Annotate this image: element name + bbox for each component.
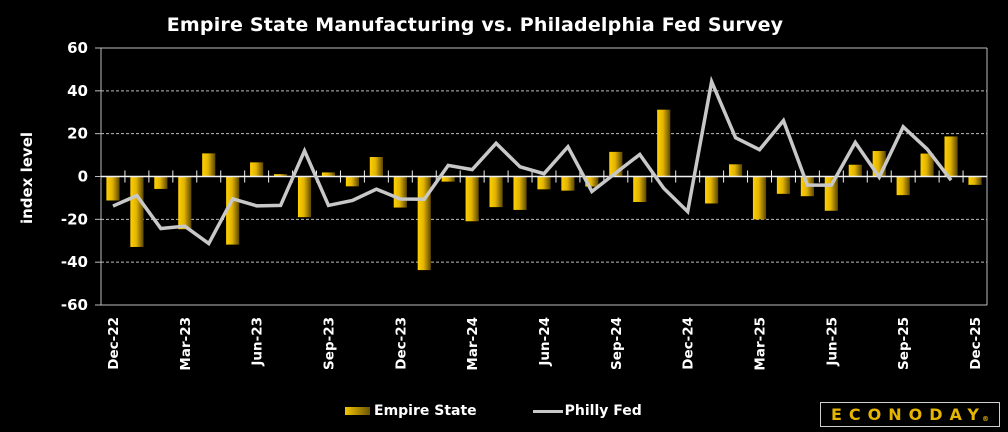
- legend: Empire State Philly Fed: [345, 403, 698, 419]
- bar-empire-state: [752, 176, 767, 220]
- bar-empire-state: [393, 176, 407, 208]
- y-tick-label: 40: [67, 82, 88, 100]
- legend-item-empire-state: Empire State: [345, 403, 477, 419]
- y-tick-label: -40: [61, 253, 88, 271]
- y-tick-label: 20: [67, 125, 88, 143]
- bar-empire-state: [896, 176, 910, 196]
- bar-empire-state: [441, 176, 455, 182]
- bar-empire-state: [369, 157, 383, 177]
- y-tick-label: -20: [61, 210, 88, 228]
- bar-empire-state: [130, 176, 144, 247]
- bar-empire-state: [657, 109, 671, 177]
- bar-empire-state: [297, 176, 312, 218]
- x-tick-label: Dec-25: [968, 317, 984, 370]
- bar-empire-state: [728, 164, 743, 177]
- bar-empire-state: [178, 176, 192, 230]
- bar-empire-state: [585, 176, 599, 187]
- bar-empire-state: [202, 153, 216, 177]
- legend-label-philly-fed: Philly Fed: [564, 403, 642, 419]
- bar-empire-state: [848, 164, 862, 177]
- bar-empire-state: [465, 176, 479, 222]
- x-tick-label: Sep-24: [609, 317, 625, 370]
- bar-empire-state: [968, 176, 982, 185]
- x-tick-label: Sep-25: [896, 317, 912, 370]
- bar-empire-state: [154, 176, 168, 189]
- bar-empire-state: [705, 176, 719, 204]
- x-tick-label: Mar-25: [753, 317, 769, 371]
- logo-registered-mark: ®: [981, 414, 989, 423]
- legend-item-philly-fed: Philly Fed: [532, 403, 642, 419]
- legend-label-empire-state: Empire State: [374, 403, 477, 419]
- x-tick-label: Dec-22: [106, 317, 122, 370]
- x-tick-label: Mar-24: [465, 317, 481, 371]
- y-tick-label: 0: [78, 168, 88, 186]
- x-tick-label: Sep-23: [321, 317, 337, 370]
- bar-empire-state: [489, 176, 503, 208]
- bar-empire-state: [776, 176, 791, 194]
- econoday-logo: ECONODAY ®: [820, 402, 1000, 427]
- x-tick-label: Jun-24: [537, 317, 553, 367]
- bar-empire-state: [226, 176, 240, 245]
- x-tick-label: Dec-23: [393, 317, 409, 370]
- bar-empire-state: [250, 162, 264, 177]
- x-tick-label: Jun-25: [824, 317, 840, 367]
- bar-empire-state: [944, 136, 958, 177]
- bar-empire-state: [537, 176, 551, 190]
- x-tick-label: Dec-24: [681, 317, 697, 370]
- bar-empire-state: [513, 176, 527, 210]
- bar-empire-state: [561, 176, 575, 191]
- chart-title: Empire State Manufacturing vs. Philadelp…: [166, 14, 784, 36]
- legend-swatch-line: [532, 409, 563, 413]
- y-tick-label: -60: [61, 296, 88, 314]
- x-tick-label: Mar-23: [178, 317, 194, 371]
- bar-empire-state: [345, 176, 360, 187]
- y-tick-label: 60: [67, 39, 88, 57]
- logo-text: ECONODAY: [831, 405, 986, 424]
- bar-empire-state: [920, 153, 934, 177]
- legend-swatch-bar: [345, 407, 370, 415]
- bar-empire-state: [633, 176, 647, 202]
- bar-empire-state: [106, 176, 120, 201]
- bar-empire-state: [274, 174, 288, 177]
- line-philly-fed: [112, 75, 953, 247]
- bar-empire-state: [321, 172, 336, 177]
- x-tick-label: Jun-23: [250, 317, 266, 367]
